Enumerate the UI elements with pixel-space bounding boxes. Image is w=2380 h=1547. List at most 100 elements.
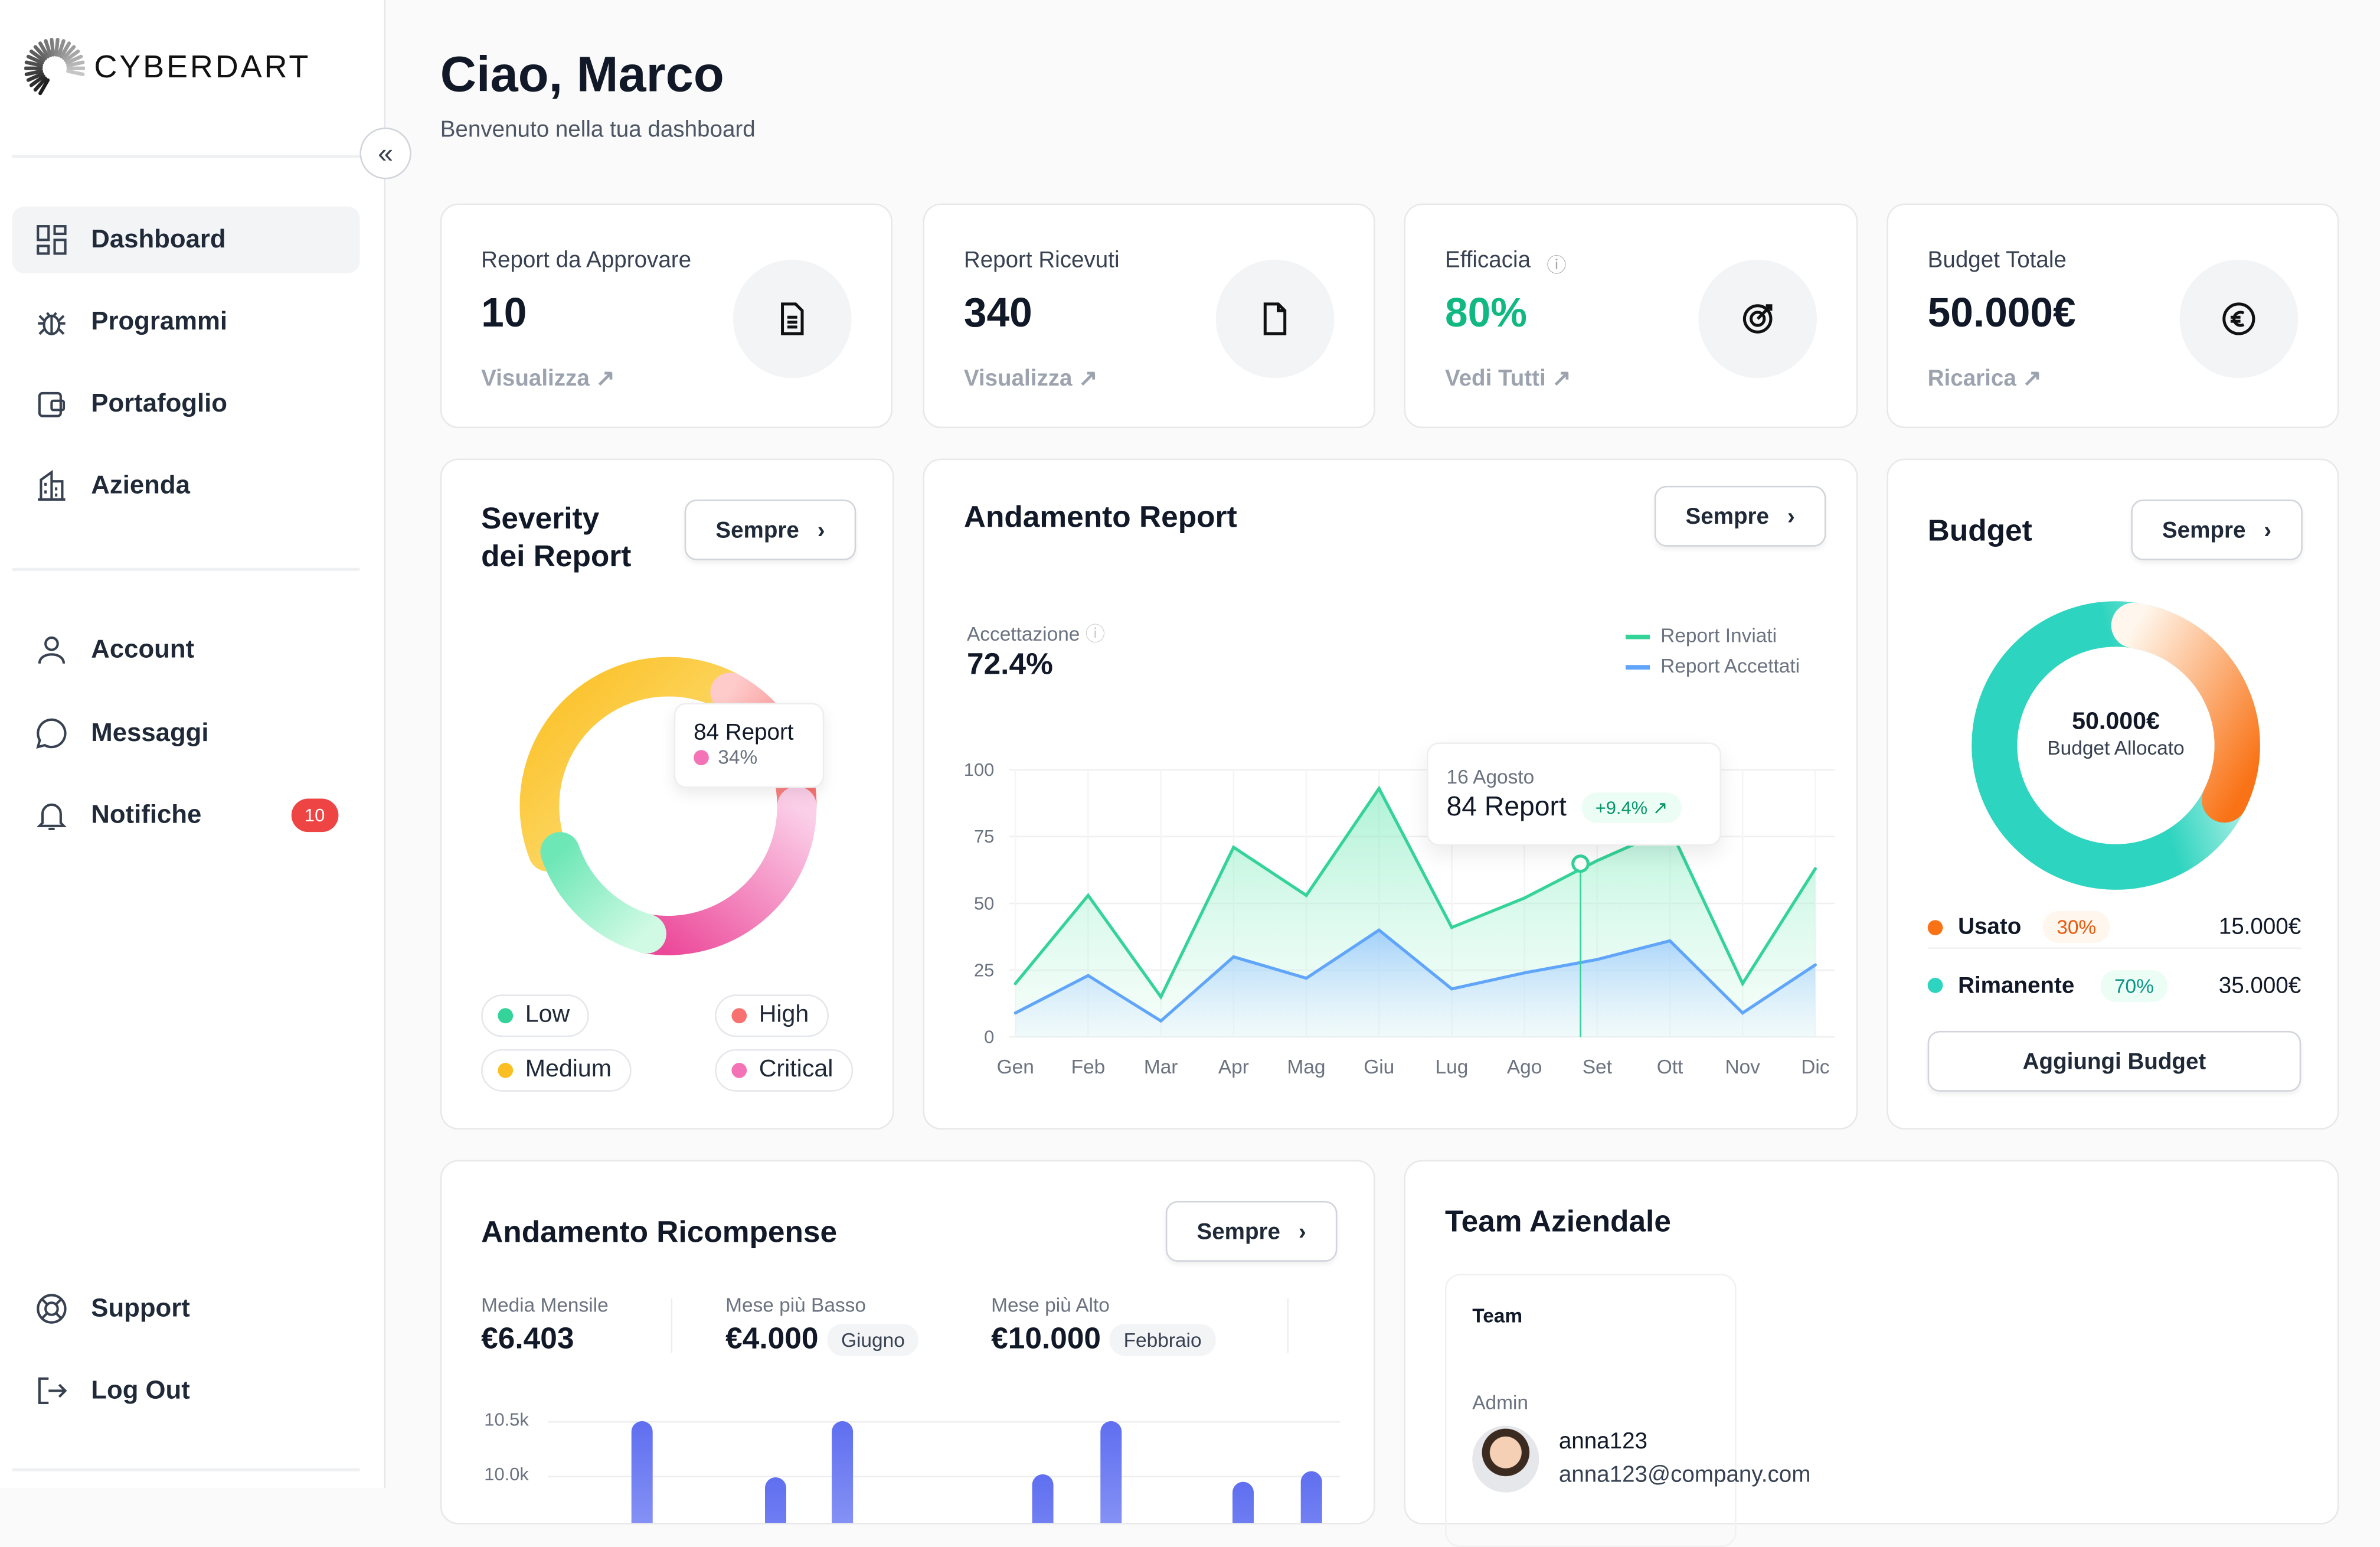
team-username: anna123: [1558, 1428, 1648, 1455]
reward-bar: [832, 1421, 854, 1523]
data-point: [1596, 958, 1599, 961]
budget-filter-button[interactable]: Sempre ›: [2131, 499, 2303, 560]
legend-swatch-inviati: [1625, 635, 1650, 639]
x-tick-label: Ago: [1507, 1056, 1542, 1078]
y-tick-label: 100: [964, 759, 994, 780]
ricompense-filter-button[interactable]: Sempre ›: [1165, 1200, 1338, 1262]
x-tick-label: Dic: [1801, 1056, 1829, 1078]
data-point: [1086, 974, 1090, 977]
budget-title: Budget: [1927, 514, 2032, 549]
legend-medium[interactable]: Medium: [481, 1049, 632, 1092]
sidebar-item-logout[interactable]: Log Out: [12, 1357, 360, 1424]
sidebar-item-support[interactable]: Support: [12, 1275, 360, 1342]
reward-bar: [1100, 1421, 1122, 1523]
data-point: [1450, 987, 1453, 991]
collapse-sidebar-button[interactable]: «: [359, 127, 411, 179]
stat-card: Report da Approvare 10 Visualizza ↗: [440, 203, 892, 429]
page-subtitle: Benvenuto nella tua dashboard: [440, 116, 756, 143]
chevron-right-icon: ›: [817, 517, 825, 543]
legend-low[interactable]: Low: [481, 994, 590, 1037]
sidebar-item-dashboard[interactable]: Dashboard: [12, 206, 360, 273]
team-card: Team Aziendale Team Admin anna123 anna12…: [1404, 1160, 2339, 1547]
y-tick: 10.0k: [484, 1463, 529, 1485]
series-line-1: [1015, 928, 1816, 1023]
data-point: [1377, 786, 1381, 790]
stat-card: Efficacia ⓘ 80% Vedi Tutti ↗: [1404, 203, 1858, 429]
budget-center-value: 50.000€: [2072, 709, 2160, 735]
nav-label: Messaggi: [91, 718, 209, 748]
severity-donut: [519, 657, 817, 955]
sidebar-item-notifiche[interactable]: Notifiche 10: [12, 782, 360, 848]
donut-segment-critical: [626, 786, 817, 955]
data-point: [1232, 955, 1235, 959]
x-tick-label: Giu: [1364, 1056, 1394, 1078]
x-tick-label: Gen: [997, 1056, 1034, 1078]
building-icon: [38, 469, 66, 501]
x-tick-label: Apr: [1218, 1056, 1249, 1078]
stat-link[interactable]: Ricarica ↗: [1927, 365, 2042, 392]
notification-badge: 10: [290, 798, 339, 833]
data-point: [1523, 971, 1526, 975]
stat-link[interactable]: Visualizza ↗: [481, 365, 615, 392]
document-text-icon: [733, 259, 852, 378]
data-point: [1813, 963, 1817, 967]
data-point: [1305, 893, 1308, 897]
info-icon: ⓘ: [1085, 622, 1106, 645]
budget-donut: [1972, 601, 2260, 890]
sidebar-item-portafoglio[interactable]: Portafoglio: [12, 370, 360, 437]
data-point: [1159, 995, 1163, 998]
line-chart: 0 25 50 75 100 Gen Feb Mar Apr Mag Giu Lug Ago Set Ott…: [964, 759, 1835, 1078]
x-tick-label: Ott: [1657, 1056, 1683, 1078]
severity-filter-button[interactable]: Sempre ›: [684, 499, 856, 560]
nav-label: Portafoglio: [91, 389, 227, 418]
document-icon: [1215, 259, 1335, 378]
data-point: [1450, 926, 1453, 929]
reward-bar: [1232, 1481, 1254, 1523]
x-tick-label: Nov: [1725, 1056, 1760, 1078]
bell-icon: [36, 803, 67, 831]
andamento-title: Andamento Report: [963, 501, 1237, 535]
stat-link[interactable]: Visualizza ↗: [963, 365, 1098, 392]
legend-high[interactable]: High: [715, 994, 829, 1037]
budget-card: Budget Sempre › 50.000€ Budget Allocato U…: [1887, 458, 2339, 1130]
series-line-0: [1014, 785, 1817, 1000]
stat-link[interactable]: Vedi Tutti ↗: [1444, 365, 1571, 392]
budget-used-arc: [2111, 602, 2260, 823]
sidebar-item-programmi[interactable]: Programmi: [12, 289, 360, 355]
metric-value: 72.4%: [966, 648, 1053, 682]
budget-row-remaining: Rimanente 70% 35.000€: [1927, 964, 2301, 1007]
stat-label: Report da Approvare: [481, 247, 692, 273]
logo[interactable]: CYBERDART: [24, 34, 310, 103]
stat-basso: Mese più Basso €4.000 Giugno: [725, 1294, 918, 1357]
sidebar-item-azienda[interactable]: Azienda: [12, 452, 360, 519]
add-budget-button[interactable]: Aggiungi Budget: [1927, 1030, 2301, 1092]
wallet-icon: [38, 391, 66, 417]
sidebar-item-account[interactable]: Account: [12, 616, 360, 683]
data-point: [1668, 939, 1672, 942]
team-role: Admin: [1472, 1391, 1529, 1414]
reward-bar: [1300, 1471, 1322, 1523]
series-area-1: [1015, 930, 1816, 1037]
reward-bar: [631, 1421, 653, 1523]
data-point: [1305, 977, 1308, 980]
nav-label: Programmi: [91, 306, 228, 336]
team-title: Team Aziendale: [1444, 1205, 1671, 1239]
ricompense-card: Andamento Ricompense Sempre › Media Mensi…: [440, 1160, 1375, 1525]
andamento-filter-button[interactable]: Sempre ›: [1654, 485, 1826, 547]
bug-icon: [38, 312, 66, 335]
legend-critical[interactable]: Critical: [715, 1049, 853, 1092]
reward-bar: [764, 1477, 786, 1523]
stat-label: Efficacia: [1444, 247, 1531, 273]
stat-label: Report Ricevuti: [963, 247, 1120, 273]
stat-alto: Mese più Alto €10.000 Febbraio: [991, 1294, 1215, 1357]
chevron-right-icon: ›: [1787, 503, 1795, 530]
y-tick-label: 25: [974, 959, 994, 980]
stat-card: Report Ricevuti 340 Visualizza ↗: [923, 203, 1375, 429]
y-tick: 10.5k: [484, 1409, 529, 1431]
nav-label: Dashboard: [91, 224, 226, 254]
data-point: [1377, 928, 1381, 932]
stat-media: Media Mensile €6.403: [481, 1293, 609, 1356]
budget-row-used: Usato 30% 15.000€: [1927, 906, 2301, 949]
sidebar-item-messaggi[interactable]: Messaggi: [12, 700, 360, 766]
hover-marker: [1571, 854, 1590, 873]
